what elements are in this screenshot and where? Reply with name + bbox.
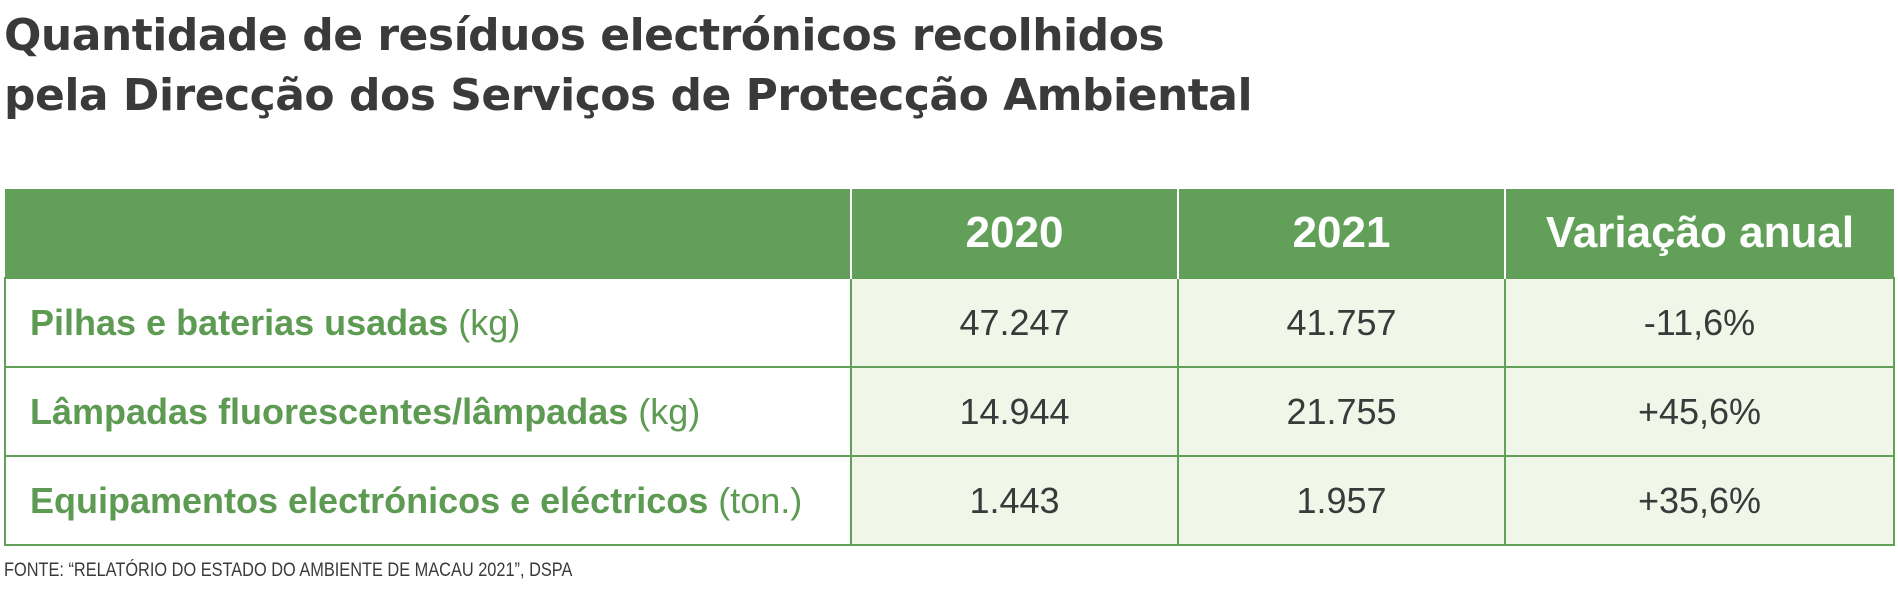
value-cell-2021: 1.957: [1177, 455, 1506, 546]
row-label: Pilhas e baterias usadas (kg): [4, 277, 852, 368]
row-label: Equipamentos electrónicos e eléctricos (…: [4, 455, 852, 546]
value-cell-change: -11,6%: [1504, 277, 1895, 368]
row-label: Lâmpadas fluorescentes/lâmpadas (kg): [4, 366, 852, 457]
title-line-1: Quantidade de resíduos electrónicos reco…: [4, 10, 1165, 61]
header-cell-category: [5, 189, 851, 278]
row-unit: (kg): [638, 390, 701, 432]
table-row: Pilhas e baterias usadas (kg) 47.247 41.…: [4, 277, 1895, 368]
value-cell-change: +35,6%: [1504, 455, 1895, 546]
chart-title: Quantidade de resíduos electrónicos reco…: [4, 6, 1253, 126]
row-name: Lâmpadas fluorescentes/lâmpadas: [30, 390, 629, 432]
data-table: 2020 2021 Variação anual Pilhas e bateri…: [4, 189, 1895, 546]
value-cell-2020: 47.247: [850, 277, 1179, 368]
table-row: Equipamentos electrónicos e eléctricos (…: [4, 455, 1895, 546]
value-cell-2020: 14.944: [850, 366, 1179, 457]
row-unit: (kg): [458, 301, 521, 343]
row-name: Equipamentos electrónicos e eléctricos: [30, 479, 709, 521]
row-name: Pilhas e baterias usadas: [30, 301, 449, 343]
header-row: 2020 2021 Variação anual: [5, 189, 1894, 278]
value-cell-2021: 41.757: [1177, 277, 1506, 368]
title-line-2: pela Direcção dos Serviços de Protecção …: [4, 70, 1253, 121]
value-cell-change: +45,6%: [1504, 366, 1895, 457]
table-row: Lâmpadas fluorescentes/lâmpadas (kg) 14.…: [4, 366, 1895, 457]
header-cell-annual-change: Variação anual: [1504, 189, 1894, 278]
header-cell-2021: 2021: [1177, 189, 1505, 278]
value-cell-2020: 1.443: [850, 455, 1179, 546]
source-note: FONTE: “RELATÓRIO DO ESTADO DO AMBIENTE …: [4, 560, 573, 581]
row-unit: (ton.): [718, 479, 803, 521]
value-cell-2021: 21.755: [1177, 366, 1506, 457]
header-cell-2020: 2020: [850, 189, 1178, 278]
